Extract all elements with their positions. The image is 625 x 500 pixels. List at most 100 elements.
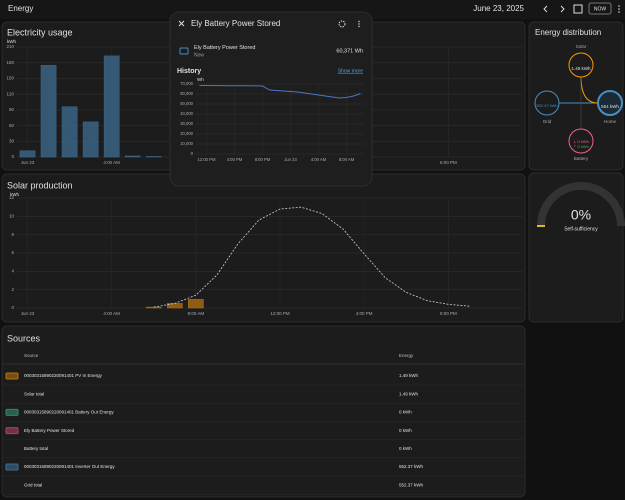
card-title: Sources: [7, 333, 41, 343]
y-tick-label: 150: [6, 76, 14, 81]
source-name: 00030315890220091401 Battery Out Energy: [24, 410, 114, 415]
now-label[interactable]: NOW: [594, 6, 607, 12]
y-axis-label: Wh: [197, 77, 204, 82]
x-tick-label: 8:00 AM: [339, 157, 355, 162]
bar: [103, 55, 120, 158]
y-tick-label: 12: [9, 195, 15, 200]
calendar-button[interactable]: [573, 4, 583, 14]
gauge-value: 0%: [571, 207, 591, 223]
y-tick-label: 30: [9, 138, 15, 143]
now-button[interactable]: [588, 2, 612, 15]
y-tick-label: 0: [191, 151, 194, 156]
source-energy: 0 kWh: [399, 428, 412, 433]
prev-button[interactable]: [543, 5, 548, 13]
close-button[interactable]: [178, 20, 185, 27]
state-time: Now: [194, 52, 204, 58]
x-tick-label: Jun 23: [21, 160, 35, 165]
y-tick-label: 120: [6, 91, 14, 96]
y-tick-label: 10,000: [180, 141, 193, 146]
sources-card: [1, 325, 526, 498]
source-energy: 552.37 kWh: [399, 482, 424, 487]
menu-dot[interactable]: [618, 8, 620, 10]
self-sufficiency-card: [528, 172, 624, 323]
x-tick-label: 4:00 AM: [103, 160, 120, 165]
battery-icon: [179, 47, 189, 55]
x-tick-label: 4:00 AM: [311, 157, 327, 162]
battery-node: [568, 128, 594, 154]
solar-node: [568, 52, 594, 78]
y-tick-label: 40,000: [180, 111, 193, 116]
x-tick-label: 8:00 PM: [255, 157, 271, 162]
gauge-label: Self-sufficiency: [564, 226, 598, 232]
y-tick-label: 10: [9, 214, 15, 219]
source-name: Ely Battery Power Stored: [24, 428, 75, 433]
settings-button[interactable]: [338, 20, 346, 28]
bar: [124, 155, 141, 158]
node-value: ⇣ 0 kWh: [573, 139, 589, 144]
bar: [19, 150, 36, 158]
x-tick-label: Jun 23: [21, 311, 35, 316]
top-bar: [0, 0, 625, 19]
y-tick-label: 8: [11, 232, 14, 237]
next-button[interactable]: [560, 5, 565, 13]
node-label: Solar: [576, 44, 587, 49]
card-title: Energy distribution: [535, 28, 601, 37]
node-value: 552.37 kWh: [536, 103, 557, 108]
color-swatch: [5, 408, 19, 416]
x-tick-label: Jun 23: [284, 157, 297, 162]
source-energy: 0 kWh: [399, 410, 412, 415]
data-line: [199, 85, 361, 99]
state-value: 60,371 Wh: [336, 48, 363, 54]
y-tick-label: 4: [11, 269, 14, 274]
y-tick-label: 6: [11, 250, 14, 255]
menu-dot[interactable]: [618, 5, 620, 7]
y-tick-label: 70,000: [180, 81, 193, 86]
menu-dot[interactable]: [618, 11, 620, 13]
node-value: ⇡ 0 kWh: [573, 144, 589, 149]
show-more-link[interactable]: Show more: [338, 68, 364, 74]
x-tick-label: 4:00 AM: [103, 311, 120, 316]
source-name: Grid total: [24, 482, 42, 487]
entity-name: Ely Battery Power Stored: [194, 45, 255, 51]
y-tick-label: 2: [11, 287, 14, 292]
x-tick-label: 8:00 AM: [188, 311, 205, 316]
bar: [145, 306, 162, 309]
y-tick-label: 180: [6, 60, 14, 65]
menu-dot[interactable]: [358, 20, 360, 23]
x-tick-label: 12:00 PM: [270, 311, 290, 316]
chart-title: Solar production: [7, 180, 73, 190]
source-name: 00030315890220091401 PV In Energy: [24, 373, 103, 378]
source-name: Battery total: [24, 446, 48, 451]
y-tick-label: 20,000: [180, 131, 193, 136]
y-tick-label: 210: [6, 44, 14, 49]
dialog-surface: [169, 11, 373, 187]
source-name: 00030315890220091401 Inverter Out Energy: [24, 464, 115, 469]
node-value: 1.49 kWh: [571, 66, 591, 71]
grid-node: [534, 90, 560, 116]
data-line: [153, 206, 470, 308]
bar: [82, 121, 99, 158]
menu-dot[interactable]: [358, 23, 360, 25]
gauge-track: [537, 182, 625, 227]
source-energy: 1.49 kWh: [399, 373, 419, 378]
node-label: Battery: [574, 156, 589, 161]
y-axis-label: kWh: [7, 39, 16, 44]
y-tick-label: 60,000: [180, 91, 193, 96]
menu-dot[interactable]: [358, 25, 360, 28]
date: June 23, 2025: [473, 4, 524, 13]
x-tick-label: 8:00 PM: [440, 160, 457, 165]
y-tick-label: 30,000: [180, 121, 193, 126]
x-tick-label: 8:00 PM: [440, 311, 457, 316]
bar: [166, 303, 183, 309]
bar: [40, 65, 57, 158]
color-swatch: [5, 463, 19, 471]
dialog-title: Ely Battery Power Stored: [191, 19, 280, 28]
source-energy: 0 kWh: [399, 446, 412, 451]
y-tick-label: 60: [9, 123, 15, 128]
source-energy: 552.37 kWh: [399, 464, 424, 469]
y-tick-label: 0: [11, 305, 14, 310]
source-energy: 1.49 kWh: [399, 391, 419, 396]
